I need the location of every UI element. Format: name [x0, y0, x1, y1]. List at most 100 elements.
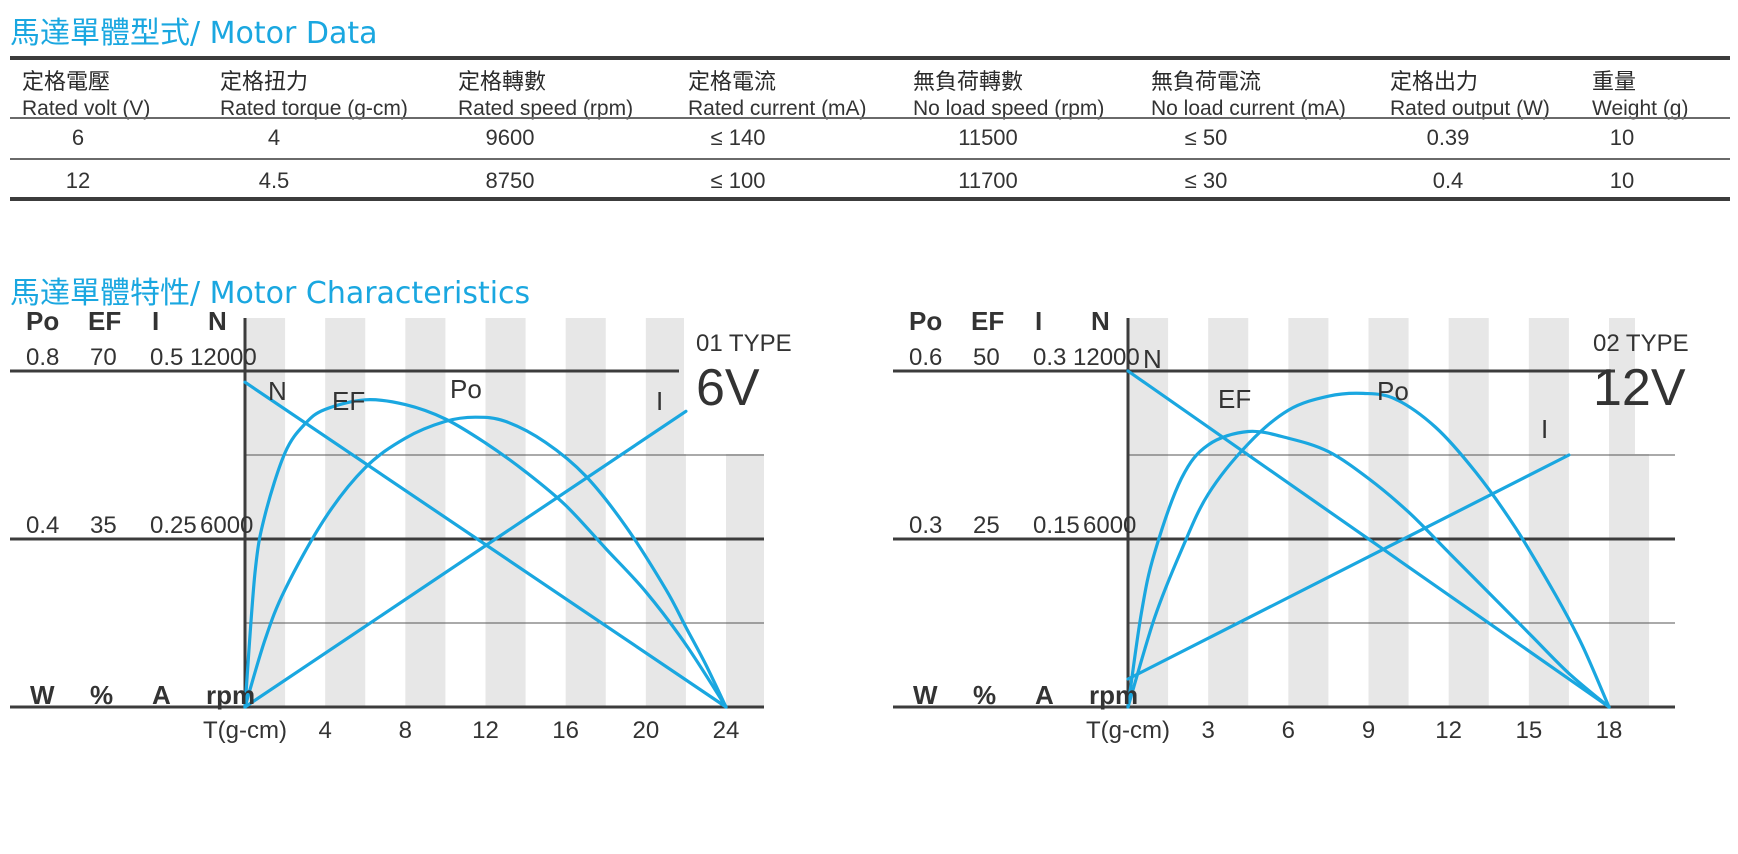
- x-tick-label: 8: [398, 717, 413, 744]
- x-tick-label: 24: [712, 717, 740, 744]
- chart-canvas: [893, 318, 1738, 709]
- series-ef-line: [243, 398, 728, 709]
- axis-top-value: 0.5: [150, 344, 184, 371]
- axis-header-n: N: [1091, 306, 1110, 336]
- grid-band: [325, 318, 366, 707]
- column-header: 重量 Weight (g): [1592, 70, 1688, 122]
- series-label-i: I: [656, 386, 664, 416]
- grid-band: [1528, 318, 1569, 707]
- axis-mid-value: 0.25: [150, 512, 197, 539]
- axis-top-value: 12000: [1073, 344, 1140, 371]
- series-i-line: [243, 409, 688, 709]
- column-header: 定格電流 Rated current (mA): [688, 70, 867, 122]
- axis-mid-value: 6000: [200, 512, 254, 539]
- table-cell: 10: [1609, 125, 1635, 150]
- series-ef-line: [1126, 429, 1611, 709]
- column-header-zh: 定格扭力: [220, 70, 309, 95]
- axis-mid-value: 0.4: [26, 512, 60, 539]
- axis-unit-0: W: [913, 680, 938, 710]
- column-header-en: Rated torque (g-cm): [220, 97, 408, 120]
- axis-unit-1: %: [973, 680, 997, 710]
- table-cell: 12: [65, 168, 91, 193]
- axis-header-n: N: [208, 306, 227, 336]
- axis-header-po: Po: [909, 306, 943, 336]
- table-bottom-rule: [10, 197, 1730, 201]
- column-header: 定格扭力 Rated torque (g-cm): [220, 70, 408, 122]
- x-axis-label: T(g-cm): [203, 717, 287, 744]
- column-header-en: No load current (mA): [1151, 97, 1346, 120]
- column-header-zh: 定格出力: [1390, 70, 1479, 95]
- x-tick-label: 3: [1201, 717, 1215, 744]
- axis-top-value: 70: [90, 344, 117, 371]
- table-cell: 11700: [958, 168, 1018, 193]
- series-label-n: N: [1143, 344, 1162, 374]
- axis-header-i: I: [152, 306, 160, 336]
- column-header-zh: 重量: [1592, 70, 1637, 95]
- table-cell: 6: [71, 125, 85, 150]
- axis-unit-3: rpm: [206, 680, 256, 710]
- table-cell: ≤ 100: [710, 168, 766, 193]
- table-cell: 8750: [485, 168, 535, 193]
- grid-band: [1288, 318, 1329, 707]
- axis-mid-value: 0.15: [1033, 512, 1080, 539]
- table-cell: 4.5: [258, 168, 290, 193]
- x-tick-label: 6: [1281, 717, 1296, 744]
- series-po-line: [1126, 391, 1611, 709]
- series-label-ef: EF: [1218, 384, 1252, 414]
- column-header-zh: 定格電壓: [22, 70, 111, 95]
- axis-top-value: 12000: [190, 344, 257, 371]
- x-tick-label: 9: [1361, 717, 1376, 744]
- axis-top-value: 0.8: [26, 344, 60, 371]
- axis-mid-value: 6000: [1083, 512, 1137, 539]
- axis-mid-value: 35: [90, 512, 117, 539]
- x-tick-label: 18: [1595, 717, 1623, 744]
- type-label: 01 TYPE: [696, 330, 792, 357]
- axis-top-value: 0.3: [1033, 344, 1067, 371]
- axis-unit-3: rpm: [1089, 680, 1139, 710]
- series-label-po: Po: [450, 374, 482, 404]
- axis-header-ef: EF: [88, 306, 122, 336]
- axis-unit-0: W: [30, 680, 55, 710]
- column-header-en: Weight (g): [1592, 97, 1689, 120]
- table-row-rule: [10, 158, 1730, 160]
- column-header: 定格電壓 Rated volt (V): [22, 70, 150, 122]
- label-area: [684, 318, 884, 454]
- axis-mid-value: 25: [973, 512, 1000, 539]
- series-label-n: N: [268, 376, 287, 406]
- grid-band: [485, 318, 526, 707]
- column-header-en: No load speed (rpm): [913, 97, 1105, 120]
- table-cell: ≤ 140: [710, 125, 766, 150]
- series-po-line: [243, 415, 728, 709]
- column-header-en: Rated volt (V): [22, 97, 151, 120]
- table-header-rule: [10, 117, 1730, 119]
- axis-header-i: I: [1035, 306, 1043, 336]
- x-tick-label: 16: [552, 717, 580, 744]
- axis-header-ef: EF: [971, 306, 1005, 336]
- axis-unit-2: A: [1035, 680, 1054, 710]
- column-header-en: Rated current (mA): [688, 97, 867, 120]
- column-header-zh: 定格轉數: [458, 70, 547, 95]
- column-header-en: Rated speed (rpm): [458, 97, 634, 120]
- axis-header-po: Po: [26, 306, 60, 336]
- x-tick-label: 15: [1515, 717, 1543, 744]
- axis-unit-2: A: [152, 680, 171, 710]
- column-header: 無負荷電流 No load current (mA): [1151, 70, 1346, 122]
- x-tick-label: 4: [318, 717, 332, 744]
- series-n-line: [1126, 369, 1611, 709]
- axis-top-value: 0.6: [909, 344, 943, 371]
- column-header: 定格出力 Rated output (W): [1390, 70, 1550, 122]
- axis-mid-value: 0.3: [909, 512, 943, 539]
- table-cell: 0.4: [1432, 168, 1464, 193]
- column-header-zh: 定格電流: [688, 70, 777, 95]
- chart-canvas: [10, 318, 884, 709]
- series-label-po: Po: [1377, 376, 1409, 406]
- column-header: 定格轉數 Rated speed (rpm): [458, 70, 633, 122]
- grid-band: [1368, 318, 1409, 707]
- label-area: [1635, 318, 1738, 454]
- column-header-en: Rated output (W): [1390, 97, 1550, 120]
- axis-unit-1: %: [90, 680, 114, 710]
- voltage-label: 12V: [1593, 359, 1686, 417]
- x-tick-label: 12: [472, 717, 499, 744]
